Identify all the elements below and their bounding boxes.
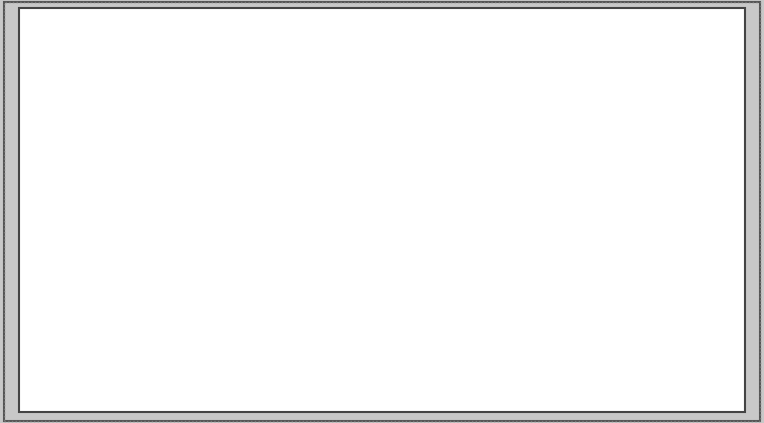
Text: 阻: 阻 bbox=[467, 219, 474, 232]
Bar bbox=[389, 198, 419, 238]
Text: 管座: 管座 bbox=[206, 248, 223, 262]
Ellipse shape bbox=[107, 233, 161, 261]
Text: 滤光片: 滤光片 bbox=[183, 50, 208, 64]
Text: +: + bbox=[399, 177, 410, 191]
Ellipse shape bbox=[112, 244, 128, 255]
Text: −: − bbox=[373, 195, 384, 208]
Text: FET: FET bbox=[206, 230, 228, 243]
Ellipse shape bbox=[173, 246, 189, 257]
Text: 1  漏级: 1 漏级 bbox=[637, 75, 672, 89]
Text: 引脚: 引脚 bbox=[206, 287, 223, 301]
Text: 値: 値 bbox=[467, 184, 474, 197]
Bar bbox=[555, 168, 581, 222]
Text: 射: 射 bbox=[319, 233, 327, 246]
Text: $R_g$: $R_g$ bbox=[487, 187, 504, 205]
Text: −: − bbox=[373, 169, 384, 182]
Text: 高: 高 bbox=[467, 167, 474, 180]
Text: 2  源级: 2 源级 bbox=[637, 220, 672, 234]
Bar bbox=[389, 151, 419, 193]
Text: 3  地: 3 地 bbox=[637, 248, 663, 262]
Text: 红: 红 bbox=[319, 168, 327, 181]
Text: 电: 电 bbox=[467, 201, 474, 214]
Text: 敏感元件: 敏感元件 bbox=[192, 163, 225, 177]
Text: （b）电路图: （b）电路图 bbox=[448, 377, 503, 392]
Bar bbox=[350, 143, 378, 252]
Bar bbox=[434, 162, 461, 230]
Text: 高阶: 高阶 bbox=[206, 266, 223, 280]
Ellipse shape bbox=[151, 240, 167, 251]
Text: +: + bbox=[373, 214, 384, 227]
Text: 管帽: 管帽 bbox=[209, 85, 226, 99]
Text: +: + bbox=[399, 198, 410, 212]
Polygon shape bbox=[118, 65, 173, 83]
Text: 辐: 辐 bbox=[319, 211, 327, 224]
Text: −: − bbox=[399, 222, 410, 236]
Bar bbox=[350, 143, 378, 252]
Text: 外: 外 bbox=[319, 190, 327, 203]
Text: Tubatu.com: Tubatu.com bbox=[591, 392, 647, 402]
Text: −: − bbox=[399, 151, 410, 165]
Text: +: + bbox=[373, 236, 384, 250]
Text: （a）结构图: （a）结构图 bbox=[107, 377, 162, 392]
Text: +: + bbox=[373, 144, 384, 157]
Text: $R_S$: $R_S$ bbox=[588, 187, 606, 203]
